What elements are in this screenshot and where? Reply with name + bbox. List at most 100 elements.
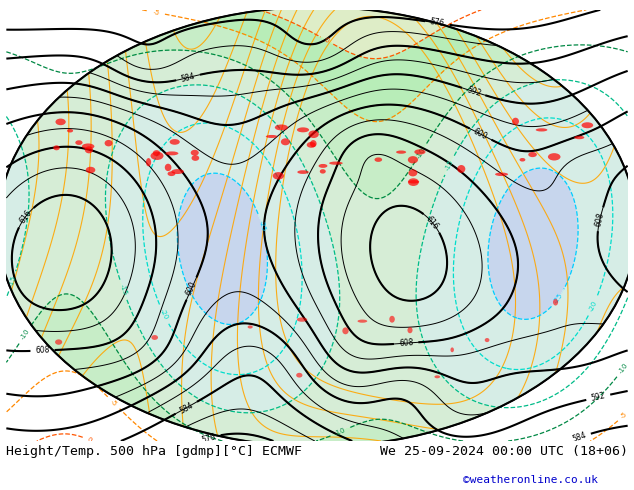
Ellipse shape xyxy=(396,150,406,154)
Ellipse shape xyxy=(548,153,560,161)
Ellipse shape xyxy=(67,129,73,132)
Text: -15: -15 xyxy=(119,283,128,296)
Point xyxy=(312,243,322,250)
Ellipse shape xyxy=(408,180,419,183)
Point xyxy=(312,243,322,250)
Point xyxy=(312,243,322,250)
Point xyxy=(312,243,322,250)
Ellipse shape xyxy=(358,319,367,323)
Point xyxy=(312,243,322,250)
Ellipse shape xyxy=(165,151,178,155)
Ellipse shape xyxy=(318,164,327,168)
Text: 608: 608 xyxy=(399,338,413,348)
Point xyxy=(312,243,322,250)
Text: 0: 0 xyxy=(86,437,93,444)
Text: -10: -10 xyxy=(618,362,630,375)
Point xyxy=(312,243,322,250)
Ellipse shape xyxy=(485,338,489,342)
Ellipse shape xyxy=(0,7,634,446)
Point xyxy=(312,243,322,250)
Ellipse shape xyxy=(85,147,93,153)
Ellipse shape xyxy=(191,150,199,156)
Ellipse shape xyxy=(52,380,62,383)
Ellipse shape xyxy=(165,164,171,171)
Point xyxy=(312,243,322,250)
Point xyxy=(312,243,322,250)
Ellipse shape xyxy=(266,135,278,138)
Ellipse shape xyxy=(408,170,417,176)
Text: 600: 600 xyxy=(472,127,489,142)
Text: -5: -5 xyxy=(619,411,629,420)
Ellipse shape xyxy=(389,316,395,323)
Text: Height/Temp. 500 hPa [gdmp][°C] ECMWF: Height/Temp. 500 hPa [gdmp][°C] ECMWF xyxy=(6,445,302,458)
Ellipse shape xyxy=(309,130,319,138)
Ellipse shape xyxy=(342,327,349,334)
Point xyxy=(312,243,322,250)
Point xyxy=(312,243,322,250)
Ellipse shape xyxy=(146,158,151,167)
Point xyxy=(312,243,322,250)
Text: -5: -5 xyxy=(153,9,160,16)
Ellipse shape xyxy=(191,155,199,161)
Point xyxy=(312,243,322,250)
Ellipse shape xyxy=(273,172,284,179)
Text: -10: -10 xyxy=(334,427,347,437)
Point xyxy=(312,243,322,250)
Ellipse shape xyxy=(153,150,160,156)
Point xyxy=(312,243,322,250)
Text: -15: -15 xyxy=(444,159,455,171)
Point xyxy=(312,243,322,250)
Point xyxy=(312,243,322,250)
Point xyxy=(312,243,322,250)
Ellipse shape xyxy=(414,149,425,154)
Text: 600: 600 xyxy=(184,280,198,297)
Ellipse shape xyxy=(105,140,113,147)
Point xyxy=(312,243,322,250)
Ellipse shape xyxy=(275,124,288,130)
Point xyxy=(312,243,322,250)
Point xyxy=(312,243,322,250)
Point xyxy=(312,243,322,250)
Text: -5: -5 xyxy=(109,398,118,407)
Ellipse shape xyxy=(434,375,440,378)
Point xyxy=(312,243,322,250)
Ellipse shape xyxy=(55,119,66,125)
Ellipse shape xyxy=(581,122,593,128)
Ellipse shape xyxy=(296,373,302,378)
Ellipse shape xyxy=(281,138,290,146)
Text: -10: -10 xyxy=(415,146,427,159)
Text: 592: 592 xyxy=(590,391,606,403)
Ellipse shape xyxy=(55,340,62,345)
Point xyxy=(312,243,322,250)
Point xyxy=(312,243,322,250)
Ellipse shape xyxy=(86,167,95,173)
Ellipse shape xyxy=(82,144,94,149)
Text: -10: -10 xyxy=(20,328,30,341)
Point xyxy=(312,243,322,250)
Point xyxy=(312,243,322,250)
Ellipse shape xyxy=(408,178,419,186)
Point xyxy=(312,243,322,250)
Point xyxy=(312,243,322,250)
Text: -20: -20 xyxy=(158,308,169,320)
Point xyxy=(312,243,322,250)
Ellipse shape xyxy=(495,172,508,176)
Text: We 25-09-2024 00:00 UTC (18+06): We 25-09-2024 00:00 UTC (18+06) xyxy=(380,445,628,458)
Point xyxy=(312,243,322,250)
Text: 576: 576 xyxy=(429,18,445,28)
Text: -25: -25 xyxy=(257,219,266,232)
Text: 616: 616 xyxy=(17,209,33,225)
Point xyxy=(312,243,322,250)
Text: 576: 576 xyxy=(200,432,217,444)
Point xyxy=(312,243,322,250)
Ellipse shape xyxy=(150,152,164,160)
Ellipse shape xyxy=(519,158,526,162)
Ellipse shape xyxy=(297,170,309,174)
Point xyxy=(312,243,322,250)
Point xyxy=(312,243,322,250)
Ellipse shape xyxy=(171,169,184,174)
Point xyxy=(312,243,322,250)
Ellipse shape xyxy=(457,165,465,173)
Point xyxy=(312,243,322,250)
Text: 584: 584 xyxy=(571,431,588,444)
